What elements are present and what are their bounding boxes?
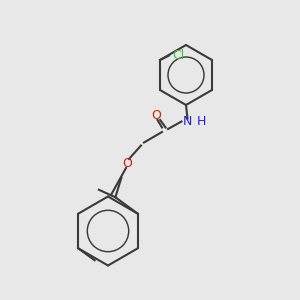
Text: O: O — [123, 157, 132, 170]
Text: N: N — [183, 115, 192, 128]
Text: H: H — [196, 115, 206, 128]
Text: Cl: Cl — [172, 49, 184, 62]
Text: O: O — [151, 109, 161, 122]
